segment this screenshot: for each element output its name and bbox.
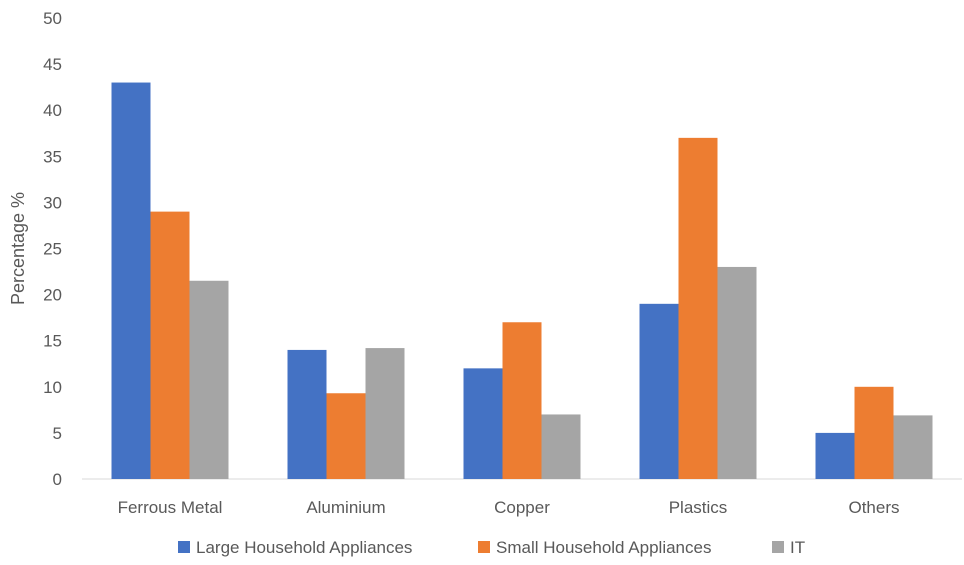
y-tick-label: 35 bbox=[43, 147, 62, 166]
y-tick-label: 50 bbox=[43, 9, 62, 28]
y-tick-label: 5 bbox=[53, 424, 62, 443]
x-axis-categories: Ferrous Metal Aluminium Copper Plastics Othe… bbox=[118, 498, 900, 517]
bar-plastics-series-2 bbox=[717, 266, 757, 479]
bar-aluminium-series-0 bbox=[287, 349, 327, 479]
y-tick-label: 25 bbox=[43, 240, 62, 259]
y-axis-label: Percentage % bbox=[8, 192, 28, 305]
x-tick-label: Others bbox=[848, 498, 899, 517]
bar-ferrous-metal-series-0 bbox=[111, 82, 151, 479]
x-tick-label: Copper bbox=[494, 498, 550, 517]
bar-ferrous-metal-series-1 bbox=[150, 211, 190, 479]
legend-swatch bbox=[178, 541, 190, 553]
bar-aluminium-series-2 bbox=[365, 348, 405, 479]
bar-aluminium-series-1 bbox=[326, 393, 366, 479]
bars-group bbox=[111, 82, 933, 480]
x-tick-label: Aluminium bbox=[306, 498, 385, 517]
bar-copper-series-1 bbox=[502, 322, 542, 479]
legend-swatch bbox=[478, 541, 490, 553]
y-axis-ticks: 0 5 10 15 20 25 30 35 40 45 50 bbox=[43, 9, 62, 489]
bar-others-series-2 bbox=[893, 415, 933, 479]
legend-label: Large Household Appliances bbox=[196, 538, 412, 557]
bar-ferrous-metal-series-2 bbox=[189, 280, 229, 479]
y-tick-label: 30 bbox=[43, 193, 62, 212]
legend-label: IT bbox=[790, 538, 805, 557]
bar-plastics-series-0 bbox=[639, 303, 679, 479]
y-tick-label: 45 bbox=[43, 55, 62, 74]
bar-others-series-1 bbox=[854, 386, 894, 479]
y-tick-label: 10 bbox=[43, 378, 62, 397]
x-tick-label: Ferrous Metal bbox=[118, 498, 223, 517]
y-tick-label: 20 bbox=[43, 286, 62, 305]
y-tick-label: 0 bbox=[53, 470, 62, 489]
bar-copper-series-0 bbox=[463, 368, 503, 479]
bar-copper-series-2 bbox=[541, 414, 581, 479]
y-tick-label: 40 bbox=[43, 101, 62, 120]
x-tick-label: Plastics bbox=[669, 498, 728, 517]
legend-swatch bbox=[772, 541, 784, 553]
legend: Large Household Appliances Small Househol… bbox=[178, 538, 805, 557]
y-tick-label: 15 bbox=[43, 332, 62, 351]
bar-others-series-0 bbox=[815, 432, 855, 479]
bar-plastics-series-1 bbox=[678, 137, 718, 480]
legend-label: Small Household Appliances bbox=[496, 538, 711, 557]
